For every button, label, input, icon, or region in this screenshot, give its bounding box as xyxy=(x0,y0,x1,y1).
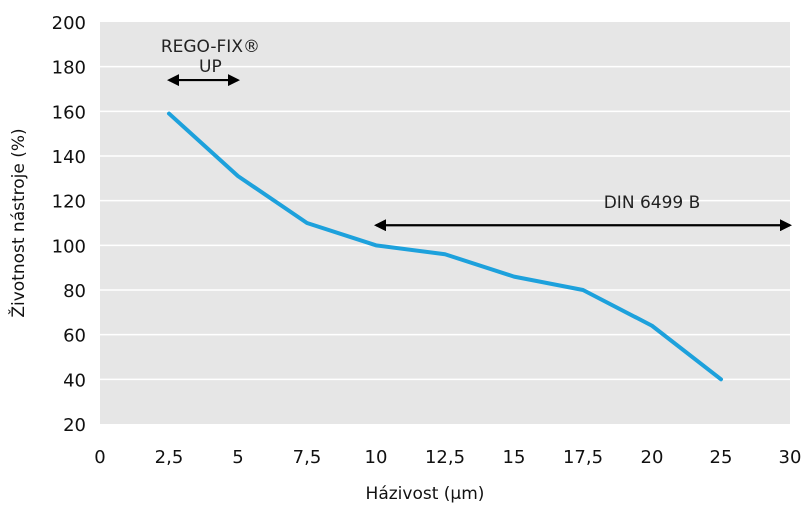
y-tick-label: 100 xyxy=(52,236,86,257)
x-axis-ticks: 0 2,5 5 7,5 10 12,5 15 17,5 20 25 30 xyxy=(94,447,801,468)
x-tick-label: 17,5 xyxy=(563,447,603,468)
annotation-layer: REGO-FIX®UP DIN 6499 B xyxy=(161,37,792,232)
y-axis-title: Životnost nástroje (%) xyxy=(7,128,29,317)
y-tick-label: 20 xyxy=(63,415,86,436)
annotation-label: REGO-FIX® xyxy=(161,37,260,57)
y-tick-label: 140 xyxy=(52,147,86,168)
series-layer xyxy=(167,111,723,382)
plot-background xyxy=(100,22,790,424)
data-point xyxy=(305,221,309,225)
y-tick-label: 80 xyxy=(63,281,86,302)
x-tick-label: 5 xyxy=(232,447,243,468)
data-point xyxy=(236,174,240,178)
annotation-label: UP xyxy=(199,57,222,77)
y-tick-label: 160 xyxy=(52,102,86,123)
data-point xyxy=(512,275,516,278)
y-tick-label: 60 xyxy=(63,326,86,347)
x-tick-label: 2,5 xyxy=(155,447,184,468)
y-axis-ticks: 20 40 60 80 100 120 140 160 180 200 xyxy=(52,13,86,436)
x-tick-label: 7,5 xyxy=(293,447,322,468)
y-tick-label: 180 xyxy=(52,58,86,79)
data-point xyxy=(650,324,654,327)
y-tick-label: 40 xyxy=(63,370,86,391)
data-point xyxy=(167,112,171,115)
y-tick-label: 120 xyxy=(52,192,86,213)
y-tick-label: 200 xyxy=(52,13,86,34)
x-tick-label: 25 xyxy=(710,447,733,468)
x-tick-label: 30 xyxy=(779,447,802,468)
x-tick-label: 20 xyxy=(641,447,664,468)
data-point xyxy=(719,378,723,381)
x-tick-label: 0 xyxy=(94,447,105,468)
x-tick-label: 10 xyxy=(365,447,388,468)
x-tick-label: 12,5 xyxy=(425,447,465,468)
data-point xyxy=(581,288,585,292)
annotation-label: DIN 6499 B xyxy=(604,193,701,213)
data-point xyxy=(374,244,378,247)
data-point xyxy=(443,253,447,256)
x-tick-label: 15 xyxy=(503,447,526,468)
x-axis-title: Házivost (µm) xyxy=(366,484,485,504)
